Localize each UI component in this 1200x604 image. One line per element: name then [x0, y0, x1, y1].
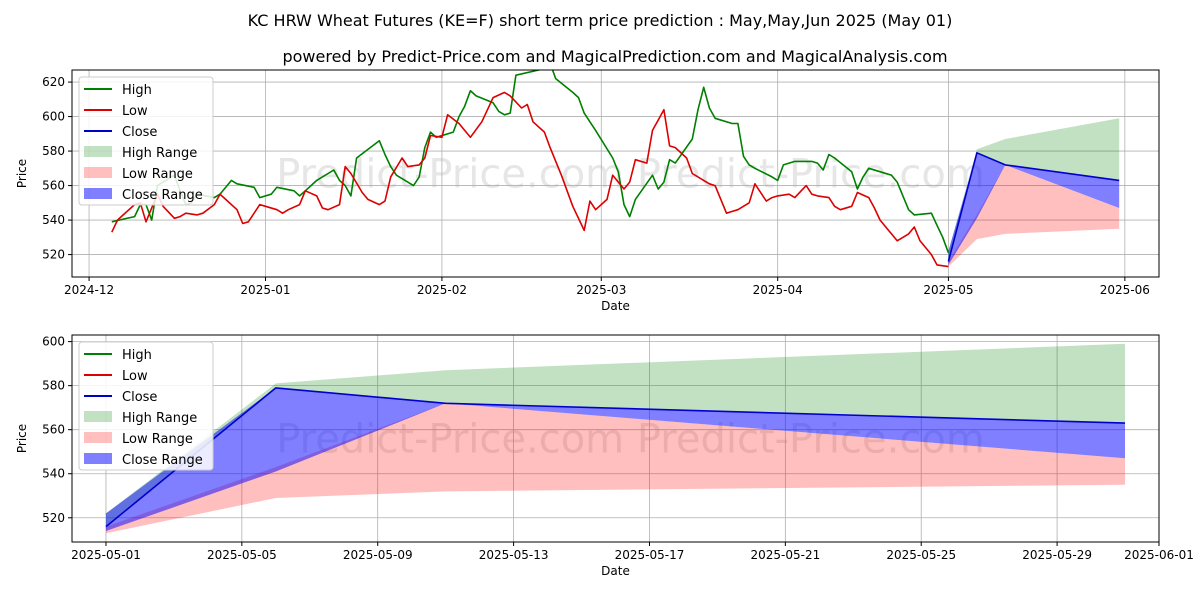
x-tick-label: 2025-05-13	[479, 548, 549, 562]
legend-label: High	[122, 83, 152, 98]
y-axis-label: Price	[15, 424, 29, 453]
y-tick-label: 520	[42, 511, 65, 525]
y-tick-label: 540	[42, 213, 65, 227]
x-tick-label: 2025-05-25	[886, 548, 956, 562]
legend-high-range-swatch	[84, 146, 112, 157]
y-tick-label: 600	[42, 110, 65, 124]
legend-high-range-swatch	[84, 411, 112, 422]
legend: High Low Close High Range Low Range Close Ran…	[78, 76, 214, 206]
high-range-band	[948, 118, 1120, 262]
legend-box	[78, 76, 214, 206]
legend-label: Low Range	[122, 167, 193, 182]
x-tick-label: 2025-05-09	[343, 548, 413, 562]
x-tick-label: 2025-05-29	[1022, 548, 1092, 562]
legend: High Low Close High Range Low Range Close Ran…	[78, 341, 214, 471]
legend-label: Close	[122, 390, 157, 405]
top-chart-panel: Predict-Price.com Predict-Price.com 2024-…	[15, 69, 1160, 313]
chart-subtitle: powered by Predict-Price.com and Magical…	[282, 47, 947, 66]
plot-area	[105, 343, 1126, 534]
x-tick-label: 2025-05	[923, 283, 973, 297]
y-tick-label: 620	[42, 75, 65, 89]
y-tick-label: 560	[42, 423, 65, 437]
legend-label: Close Range	[122, 188, 203, 203]
legend-label: Low	[122, 104, 148, 119]
x-axis-label: Date	[601, 564, 630, 578]
legend-close-range-swatch	[84, 188, 112, 199]
x-tick-label: 2025-01	[240, 283, 290, 297]
x-tick-label: 2025-06	[1100, 283, 1150, 297]
y-tick-label: 580	[42, 144, 65, 158]
bottom-chart-panel: Predict-Price.com Predict-Price.com2025-…	[15, 334, 1194, 578]
x-tick-label: 2025-03	[576, 283, 626, 297]
x-tick-label: 2025-02	[417, 283, 467, 297]
y-tick-label: 540	[42, 467, 65, 481]
watermark-text: Predict-Price.com Predict-Price.com	[276, 152, 985, 198]
x-tick-label: 2024-12	[64, 283, 114, 297]
chart-title: KC HRW Wheat Futures (KE=F) short term p…	[248, 11, 953, 30]
x-tick-label: 2025-05-01	[71, 548, 141, 562]
legend-label: High Range	[122, 411, 197, 426]
legend-low-range-swatch	[84, 167, 112, 178]
y-tick-label: 560	[42, 179, 65, 193]
legend-label: Close	[122, 125, 157, 140]
legend-box	[78, 341, 214, 471]
close-prediction-line	[947, 152, 1120, 262]
x-tick-label: 2025-05-17	[615, 548, 685, 562]
high-range-band	[106, 343, 1125, 527]
legend-label: Low Range	[122, 432, 193, 447]
legend-label: High Range	[122, 146, 197, 161]
close-range-band	[948, 152, 1120, 265]
plot-area	[111, 70, 1120, 268]
plot-frame	[71, 69, 1160, 278]
x-tick-label: 2025-05-21	[750, 548, 820, 562]
x-tick-label: 2025-06-01	[1124, 548, 1194, 562]
legend-low-range-swatch	[84, 432, 112, 443]
x-tick-label: 2025-04	[753, 283, 803, 297]
legend-close-range-swatch	[84, 453, 112, 464]
high-price-line	[111, 70, 950, 254]
y-axis-label: Price	[15, 159, 29, 188]
x-axis-label: Date	[601, 299, 630, 313]
y-tick-label: 520	[42, 248, 65, 262]
y-tick-label: 580	[42, 379, 65, 393]
legend-label: High	[122, 348, 152, 363]
y-tick-label: 600	[42, 335, 65, 349]
x-tick-label: 2025-05-05	[207, 548, 277, 562]
close-range-band	[106, 387, 1125, 531]
legend-label: Close Range	[122, 453, 203, 468]
plot-frame	[71, 334, 1160, 543]
low-price-line	[111, 91, 949, 268]
legend-label: Low	[122, 369, 148, 384]
